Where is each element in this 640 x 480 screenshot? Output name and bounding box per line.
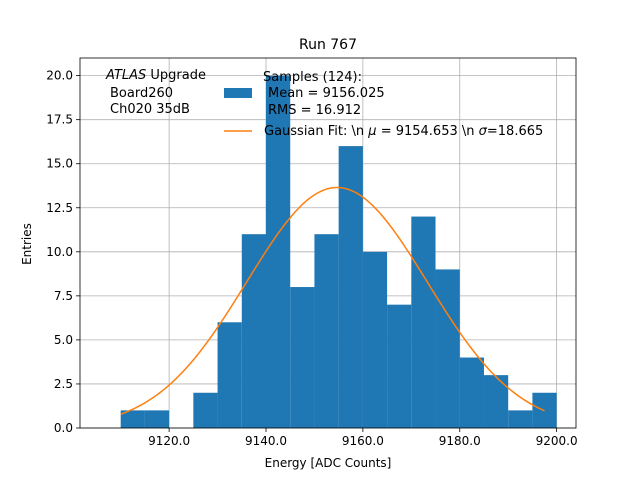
gaussian-fit-line	[120, 186, 545, 415]
chart-title: Run 767	[299, 37, 357, 53]
x-tick-label-3: 9180.0	[439, 434, 481, 448]
histogram-bar-9	[338, 146, 363, 428]
x-tick-label-0: 9120.0	[148, 434, 190, 448]
legend-fit-mu: = 9154.653 \n	[377, 124, 479, 139]
legend-fit-prefix: Gaussian Fit: \n	[264, 124, 368, 139]
histogram-bar-15	[483, 375, 509, 428]
legend-sigma-symbol: σ	[479, 124, 488, 139]
legend-mu-symbol: μ	[367, 124, 376, 139]
y-tick-label-3: 7.5	[54, 289, 73, 303]
y-tick-label-8: 20.0	[46, 69, 73, 83]
histogram-bar-13	[435, 269, 460, 428]
histogram-bar-5	[241, 234, 266, 428]
plot-frame	[79, 57, 577, 429]
x-tick-label-2: 9160.0	[342, 434, 384, 448]
histogram-bar-14	[459, 357, 484, 428]
histogram-bars	[120, 75, 557, 428]
axes-frame	[79, 57, 577, 429]
histogram-bar-3	[193, 392, 218, 428]
x-tick-label-4: 9200.0	[536, 434, 578, 448]
histogram-bar-16	[508, 410, 533, 428]
histogram-bar-4	[217, 322, 242, 428]
y-tick-label-7: 17.5	[46, 113, 73, 127]
histogram-bar-1	[144, 410, 170, 428]
legend-rms-label: RMS = 16.912	[268, 103, 361, 118]
histogram-bar-7	[290, 287, 315, 428]
atlas-upgrade-text: Upgrade	[146, 68, 206, 83]
annotation-channel: Ch020 35dB	[110, 102, 190, 117]
legend-hist-swatch	[224, 88, 252, 98]
histogram-bar-10	[362, 251, 388, 428]
y-axis-label: Entries	[20, 223, 34, 265]
histogram-bar-0	[120, 410, 145, 428]
histogram-bar-11	[387, 304, 412, 428]
svg-text:ATLAS Upgrade: ATLAS Upgrade	[105, 68, 206, 83]
histogram-bar-12	[411, 216, 436, 428]
y-tick-label-2: 5.0	[54, 333, 73, 347]
legend-mean-label: Mean = 9156.025	[268, 86, 385, 101]
legend-fit-label: Gaussian Fit: \n μ = 9154.653 \n σ=18.66…	[264, 124, 543, 139]
histogram-bar-6	[266, 75, 291, 428]
y-tick-label-1: 2.5	[54, 377, 73, 391]
y-axis-ticks: 0.0 2.5 5.0 7.5 10.0 12.5 15.0 17.5 20.0	[46, 69, 80, 435]
atlas-word: ATLAS	[105, 68, 146, 83]
gaussian-fit	[120, 186, 545, 415]
y-tick-label-6: 15.0	[46, 157, 73, 171]
y-tick-label-0: 0.0	[54, 421, 73, 435]
x-axis-ticks: 9120.0 9140.0 9160.0 9180.0 9200.0	[148, 428, 578, 448]
y-tick-label-5: 12.5	[46, 201, 73, 215]
histogram-bar-8	[314, 234, 339, 428]
annotation-board: Board260	[110, 86, 173, 101]
legend-samples-label: Samples (124):	[263, 70, 362, 85]
legend: Samples (124): Mean = 9156.025 RMS = 16.…	[224, 70, 543, 139]
atlas-annotation: ATLAS Upgrade Board260 Ch020 35dB	[105, 68, 206, 117]
x-axis-label: Energy [ADC Counts]	[265, 456, 392, 470]
y-tick-label-4: 10.0	[46, 245, 73, 259]
legend-fit-sigma: =18.665	[487, 124, 543, 139]
x-tick-label-1: 9140.0	[245, 434, 287, 448]
